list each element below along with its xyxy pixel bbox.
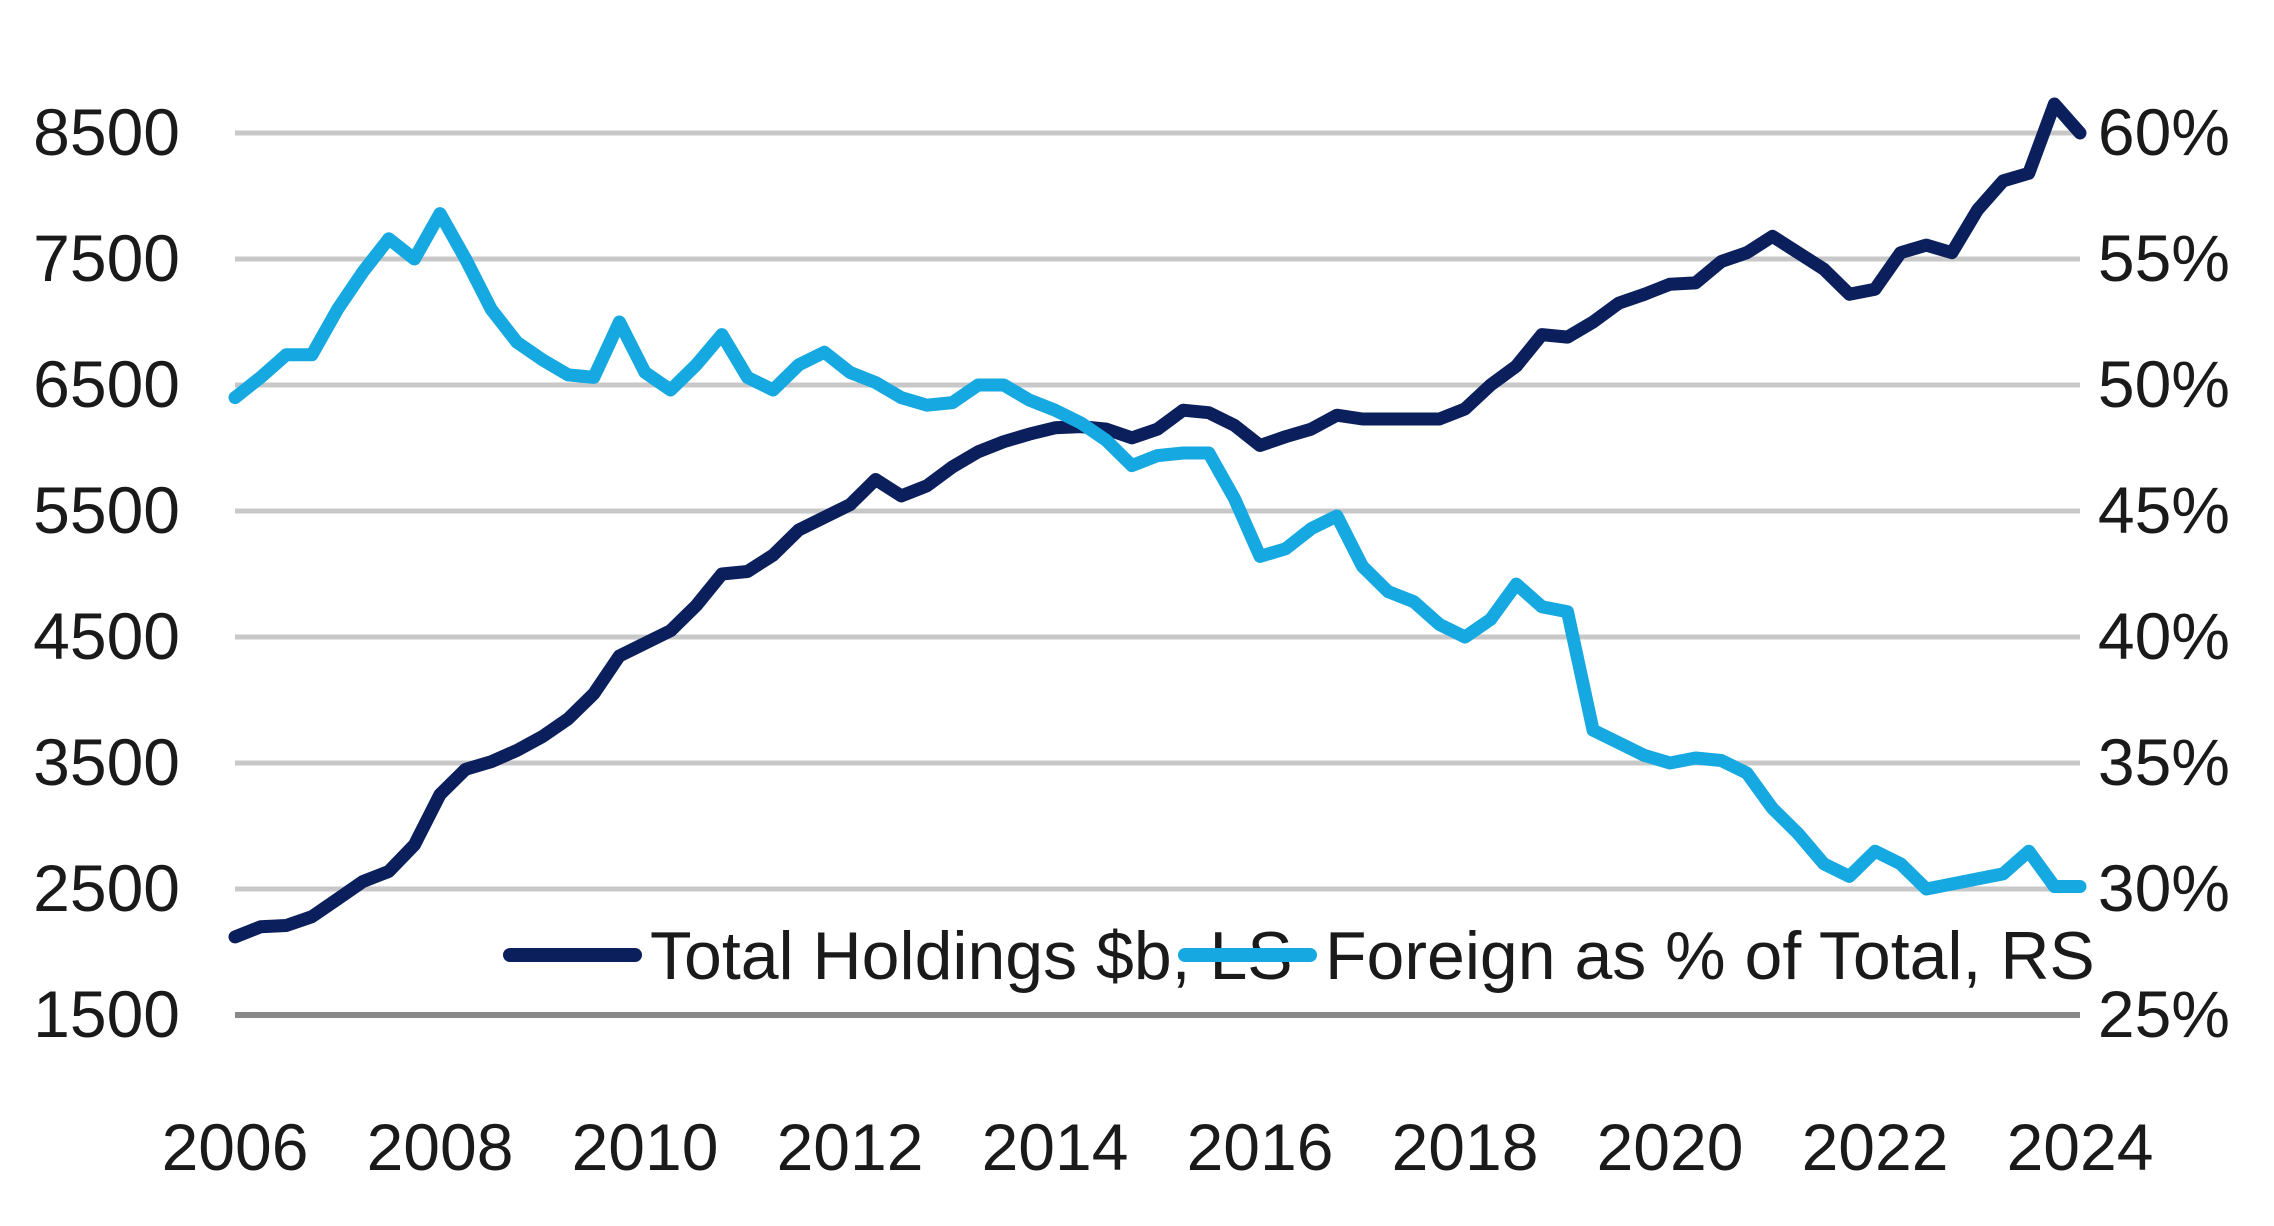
left-tick-label: 6500 (33, 347, 180, 421)
x-tick-label: 2016 (1187, 1110, 1334, 1184)
right-tick-label: 45% (2098, 473, 2230, 547)
x-axis-tick-labels: 2006 2008 2010 2012 2014 2016 2018 2020 2022 2024 (162, 1110, 2154, 1184)
left-tick-label: 7500 (33, 221, 180, 295)
right-tick-label: 60% (2098, 95, 2230, 169)
right-tick-label: 25% (2098, 977, 2230, 1051)
series-line-foreign-share (228, 207, 2087, 896)
x-tick-label: 2012 (777, 1110, 924, 1184)
x-tick-label: 2010 (572, 1110, 719, 1184)
left-tick-label: 5500 (33, 473, 180, 547)
series-lines (228, 97, 2087, 944)
right-tick-label: 30% (2098, 851, 2230, 925)
right-tick-label: 40% (2098, 599, 2230, 673)
x-tick-label: 2022 (1802, 1110, 1949, 1184)
x-tick-label: 2020 (1597, 1110, 1744, 1184)
x-tick-label: 2018 (1392, 1110, 1539, 1184)
series-line-total-holdings (228, 97, 2087, 944)
right-tick-label: 35% (2098, 725, 2230, 799)
right-axis-tick-labels: 60% 55% 50% 45% 40% 35% 30% 25% (2098, 95, 2230, 1051)
left-axis-tick-labels: 8500 7500 6500 5500 4500 3500 2500 1500 (33, 95, 180, 1051)
right-tick-label: 50% (2098, 347, 2230, 421)
left-tick-label: 4500 (33, 599, 180, 673)
legend: Total Holdings $b, LS Foreign as % of To… (503, 918, 2095, 994)
right-tick-label: 55% (2098, 221, 2230, 295)
gridlines (235, 130, 2080, 1018)
x-tick-label: 2014 (982, 1110, 1129, 1184)
left-tick-label: 1500 (33, 977, 180, 1051)
x-tick-label: 2008 (367, 1110, 514, 1184)
x-tick-label: 2006 (162, 1110, 309, 1184)
x-tick-label: 2024 (2007, 1110, 2154, 1184)
left-tick-label: 8500 (33, 95, 180, 169)
legend-label-foreign-share: Foreign as % of Total, RS (1325, 918, 2095, 994)
left-tick-label: 2500 (33, 851, 180, 925)
left-tick-label: 3500 (33, 725, 180, 799)
